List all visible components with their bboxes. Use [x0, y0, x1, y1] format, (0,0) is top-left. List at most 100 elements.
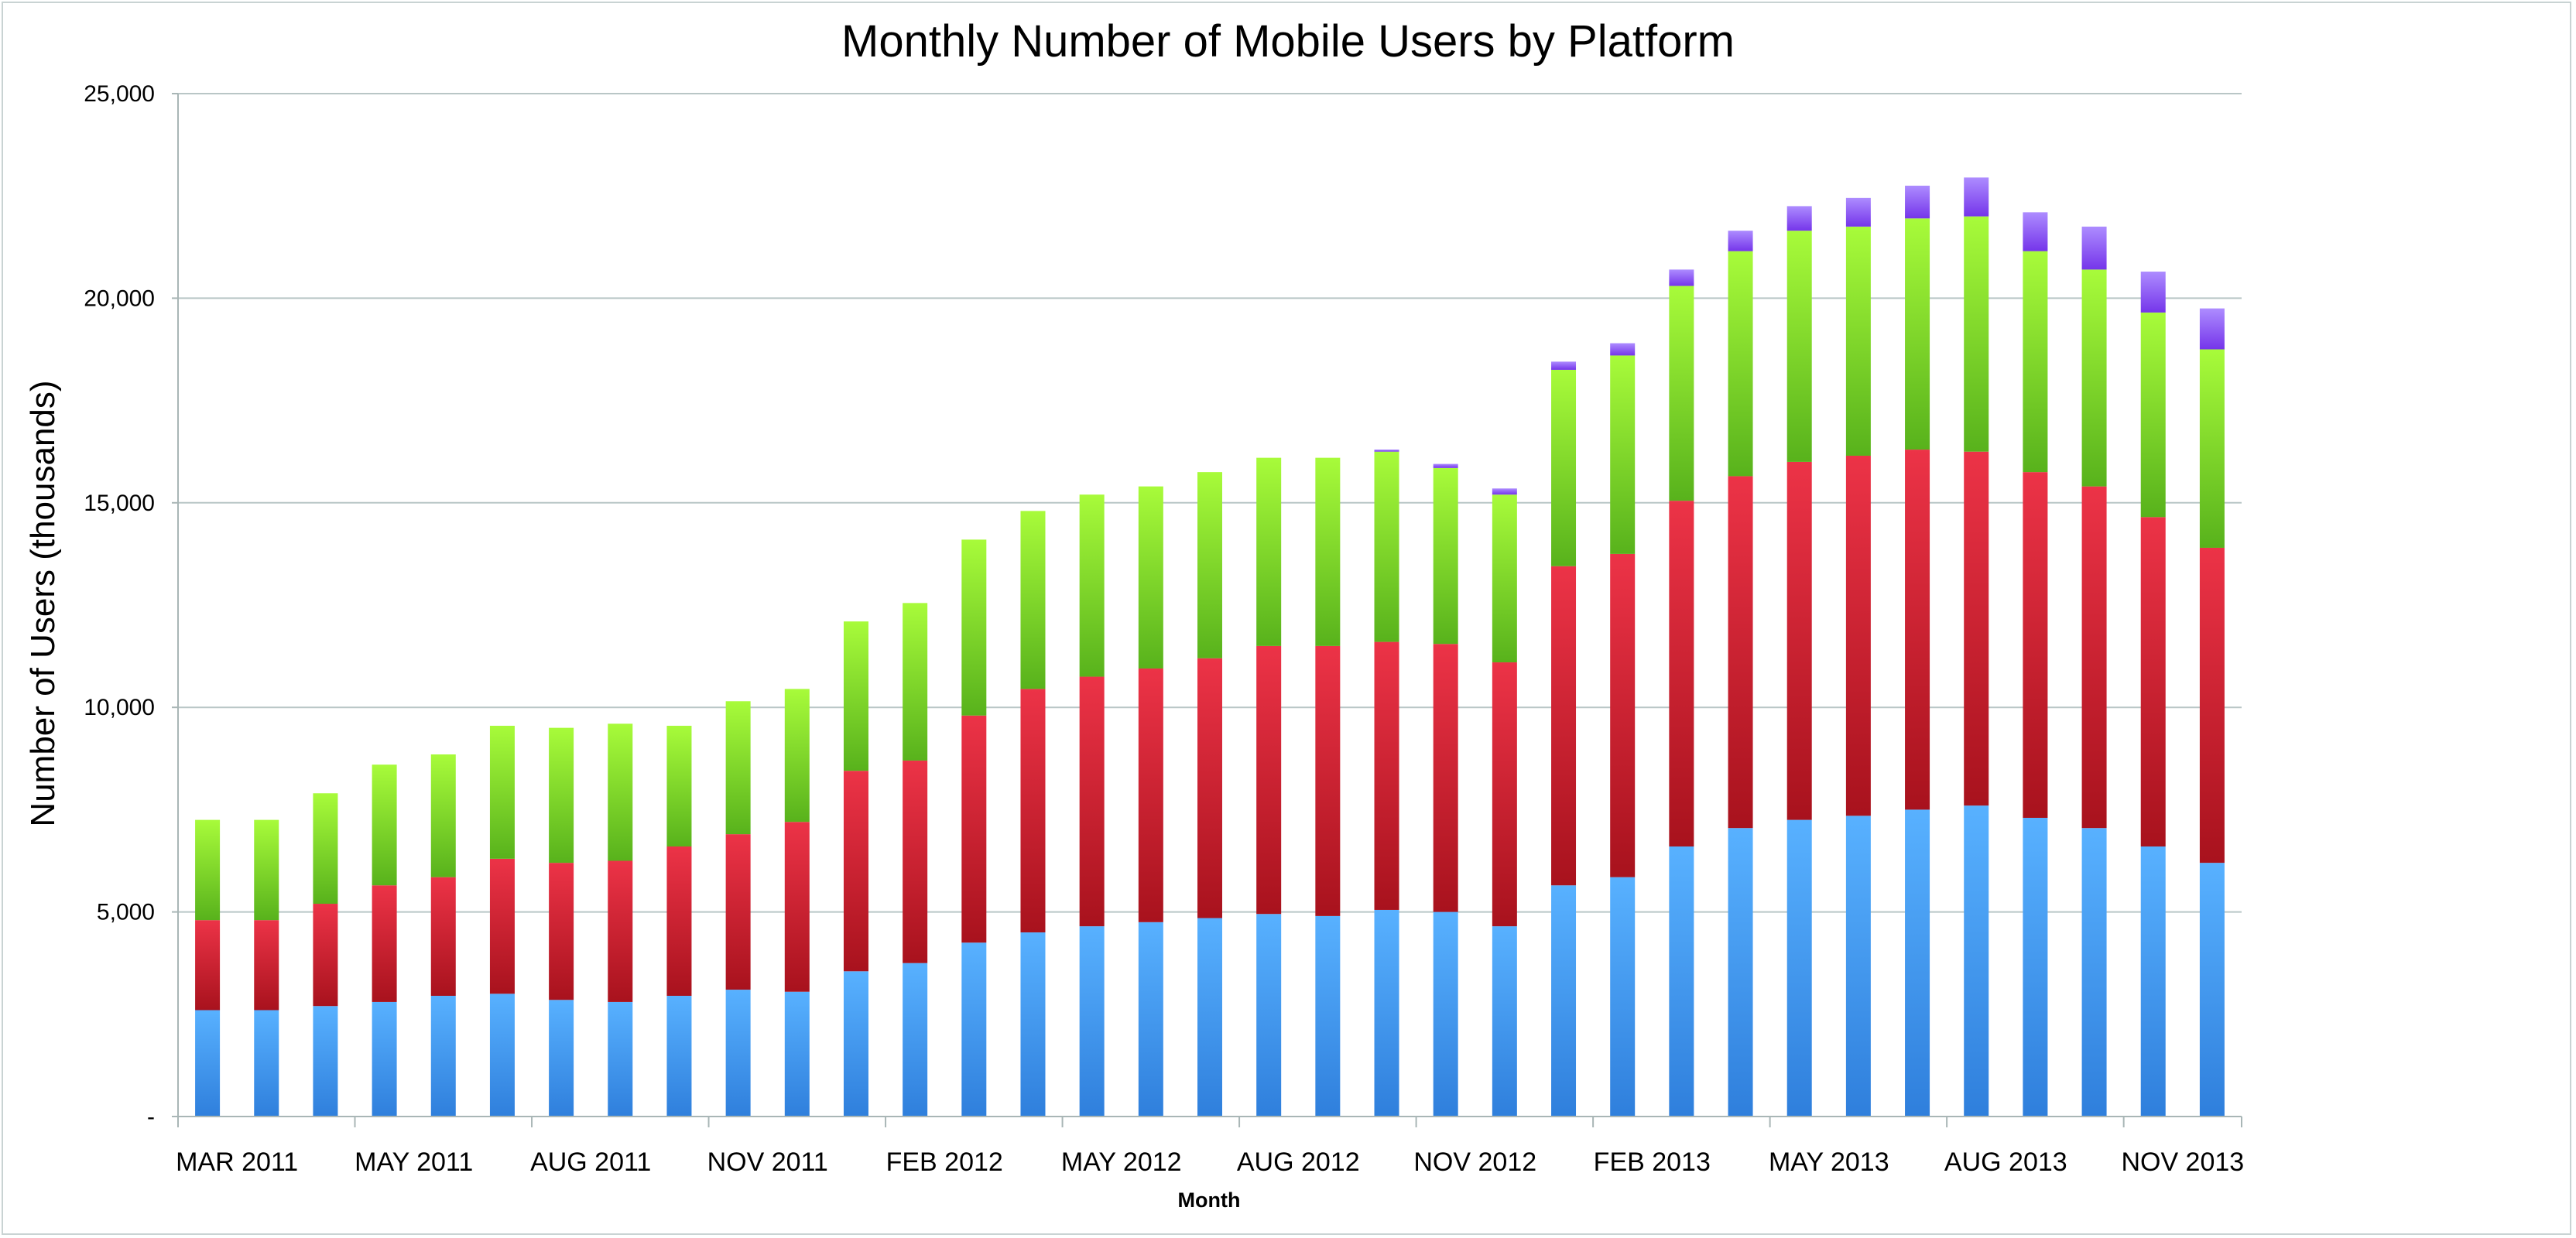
bar-segment-series-3: [1669, 286, 1694, 501]
bar-segment-series-2: [903, 760, 928, 963]
bar-segment-series-2: [549, 863, 574, 1000]
bar-segment-series-1: [1433, 911, 1458, 1117]
bar-segment-series-3: [195, 819, 221, 921]
bar-segment-series-1: [1138, 922, 1163, 1117]
bar-segment-series-1: [1256, 914, 1282, 1117]
bar-segment-series-1: [2199, 863, 2225, 1117]
bar-segment-series-1: [1845, 816, 1871, 1117]
x-tick-label: AUG 2011: [530, 1147, 651, 1177]
bar-segment-series-4: [1492, 488, 1517, 495]
bar-segment-series-3: [2081, 269, 2107, 487]
bar-segment-series-4: [1905, 185, 1930, 219]
bar-segment-series-3: [2140, 312, 2166, 518]
axes: [172, 93, 2242, 1127]
x-tick-label: MAR 2011: [176, 1147, 298, 1177]
bar-segment-series-3: [843, 621, 868, 771]
x-tick-label: FEB 2013: [1594, 1147, 1711, 1177]
bar-segment-series-3: [2199, 349, 2225, 548]
bar-segment-series-2: [254, 920, 279, 1011]
bar-segment-series-1: [903, 963, 928, 1117]
y-tick-label: 5,000: [97, 900, 155, 925]
x-tick-label: AUG 2013: [1944, 1147, 2067, 1177]
bar-segment-series-1: [254, 1010, 279, 1117]
bar-segment-series-2: [2081, 486, 2107, 829]
bar-segment-series-2: [666, 846, 692, 997]
y-tick-labels: - 5,000 10,000 15,000 20,000 25,000: [84, 81, 155, 1130]
bar-segment-series-1: [372, 1001, 397, 1117]
bar-segment-series-1: [1374, 909, 1399, 1117]
bar-segment-series-4: [1964, 177, 1989, 217]
bar-segment-series-1: [1905, 809, 1930, 1117]
bar-segment-series-1: [1197, 918, 1222, 1117]
bar-segment-series-2: [1551, 566, 1577, 886]
bar-segment-series-3: [1433, 467, 1458, 645]
bar-segment-series-1: [1728, 828, 1753, 1117]
bar-segment-series-2: [1845, 455, 1871, 816]
bar-segment-series-3: [2023, 251, 2048, 473]
y-tick-label: 20,000: [84, 286, 155, 311]
bar-segment-series-2: [1669, 501, 1694, 846]
bar-segment-series-2: [430, 877, 456, 997]
bar-segment-series-1: [784, 991, 810, 1117]
bar-segment-series-3: [961, 539, 987, 716]
bar-segment-series-2: [2140, 517, 2166, 846]
bar-segment-series-2: [1315, 645, 1341, 916]
bar-segment-series-1: [195, 1010, 221, 1117]
bar-segment-series-1: [1551, 885, 1577, 1117]
bar-segment-series-3: [1610, 355, 1636, 554]
y-tick-label: 10,000: [84, 695, 155, 720]
bar-segment-series-3: [1256, 457, 1282, 646]
bar-segment-series-1: [549, 1000, 574, 1117]
bar-segment-series-3: [549, 727, 574, 864]
bars: [195, 177, 2225, 1117]
bar-segment-series-3: [1315, 457, 1341, 646]
bar-segment-series-2: [1138, 668, 1163, 922]
bar-segment-series-3: [1079, 494, 1105, 677]
x-tick-label: NOV 2012: [1413, 1147, 1536, 1177]
bar-segment-series-2: [313, 904, 338, 1007]
x-tick-label: FEB 2012: [886, 1147, 1003, 1177]
y-tick-label: 25,000: [84, 81, 155, 107]
bar-segment-series-1: [725, 990, 751, 1117]
bar-segment-series-1: [1315, 915, 1341, 1117]
bar-segment-series-3: [903, 603, 928, 761]
bar-segment-series-3: [1020, 511, 1046, 689]
bar-segment-series-2: [784, 822, 810, 992]
x-tick-label: MAY 2011: [355, 1147, 473, 1177]
bar-segment-series-2: [1197, 658, 1222, 918]
x-tick-label: MAY 2012: [1061, 1147, 1182, 1177]
bar-segment-series-2: [1492, 662, 1517, 927]
bar-segment-series-3: [608, 723, 633, 861]
bar-segment-series-4: [1433, 463, 1458, 468]
bar-segment-series-1: [1964, 805, 1989, 1117]
bar-segment-series-4: [1728, 231, 1753, 251]
bar-segment-series-1: [430, 996, 456, 1117]
bar-segment-series-3: [254, 819, 279, 921]
bar-segment-series-1: [2023, 817, 2048, 1117]
bar-segment-series-1: [608, 1001, 633, 1117]
bar-segment-series-2: [1964, 451, 1989, 806]
x-axis-label: Month: [1177, 1188, 1241, 1212]
bar-segment-series-2: [2023, 472, 2048, 818]
bar-segment-series-2: [489, 858, 515, 994]
bar-segment-series-2: [1020, 689, 1046, 933]
bar-segment-series-1: [666, 996, 692, 1117]
bar-segment-series-1: [1610, 877, 1636, 1117]
bar-segment-series-2: [1786, 461, 1812, 820]
bar-segment-series-3: [1551, 369, 1577, 566]
bar-segment-series-3: [1728, 251, 1753, 477]
bar-segment-series-3: [1197, 472, 1222, 658]
bar-segment-series-1: [1020, 932, 1046, 1117]
bar-segment-series-2: [1728, 476, 1753, 829]
bar-segment-series-3: [1492, 494, 1517, 663]
bar-segment-series-3: [666, 725, 692, 846]
x-tick-label: NOV 2011: [707, 1147, 828, 1177]
bar-segment-series-4: [2023, 212, 2048, 251]
bar-segment-series-1: [1492, 926, 1517, 1117]
bar-segment-series-3: [1905, 218, 1930, 450]
bar-segment-series-3: [1845, 226, 1871, 456]
bar-segment-series-3: [1786, 231, 1812, 462]
bar-segment-series-2: [1079, 676, 1105, 927]
